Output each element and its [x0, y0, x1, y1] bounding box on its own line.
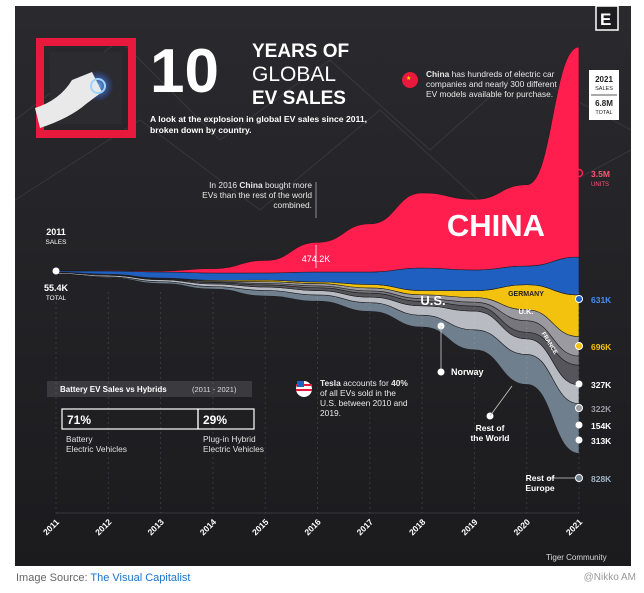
tesla-note-bold-1: Tesla [320, 378, 341, 388]
end-badge-value: 6.8M [595, 99, 613, 108]
phev-share-pct: 29% [203, 413, 227, 427]
note-2016-post: bought more EVs than the rest of the wor… [202, 180, 312, 210]
label-us: U.S. [420, 293, 445, 308]
phev-label-2: Electric Vehicles [203, 444, 264, 454]
bev-label-2: Electric Vehicles [66, 444, 127, 454]
label-germany: GERMANY [508, 291, 544, 298]
end-value-uk: 322K [591, 404, 612, 414]
footer [0, 566, 644, 593]
credit: @Nikko AM [583, 572, 636, 583]
end-values: 3.5M UNITS 631K 696K 327K 322K 154K 313K… [574, 168, 612, 484]
image-source: Image Source: The Visual Capitalist [16, 572, 190, 584]
end-marker-china [574, 168, 584, 178]
stream-layers [55, 46, 580, 454]
start-value: 55.4K [44, 283, 69, 293]
label-row-1: Rest of [476, 423, 505, 433]
note-2016: In 2016 China bought more EVs than the r… [196, 180, 312, 210]
row-leader [489, 385, 513, 417]
brand-logo [595, 5, 619, 31]
tesla-note: Tesla accounts for 40% of all EVs sold i… [320, 378, 412, 418]
red-frame [36, 38, 136, 138]
big-number: 10 [150, 37, 219, 106]
subtitle-box: A look at the explosion in global EV sal… [150, 114, 367, 135]
subtitle: A look at the explosion in global EV sal… [150, 114, 367, 135]
end-badge-value-sub: TOTAL [595, 110, 612, 116]
china-note-text: has hundreds of electric car companies a… [426, 69, 557, 99]
end-marker-roe [575, 474, 583, 482]
end-marker-france [575, 421, 583, 429]
end-value-roe: 828K [591, 474, 612, 484]
tesla-note-bold-2: 40% [391, 378, 408, 388]
end-value-us: 631K [591, 295, 612, 305]
end-value-france: 154K [591, 421, 612, 431]
end-value-china: 3.5M [591, 169, 610, 179]
end-badge-year-sub: SALES [595, 86, 613, 92]
note-2016-box: In 2016 China bought more EVs than the r… [196, 180, 312, 210]
end-marker-row [575, 436, 583, 444]
start-value-sub: TOTAL [46, 295, 67, 302]
end-value-china-sub: UNITS [591, 182, 609, 188]
bev-box-header [47, 381, 252, 397]
bev-box-title: Battery EV Sales vs Hybrids [60, 385, 167, 394]
title-line-3: EV SALES [252, 88, 346, 109]
bev-box-range: (2011 - 2021) [192, 385, 237, 394]
end-badge-year: 2021 [595, 75, 613, 84]
title-line-1: YEARS OF [252, 41, 349, 62]
brand-logo-letter: E [600, 10, 611, 29]
end-marker-uk [575, 404, 583, 412]
note-2016-bold: China [239, 180, 263, 190]
end-marker-norway [575, 380, 583, 388]
end-marker-us [575, 295, 583, 303]
norway-dot [437, 368, 445, 376]
us-flag-stripe-2 [296, 389, 312, 391]
watermark: Tiger Community [546, 553, 607, 562]
bev-label-1: Battery [66, 434, 93, 444]
tesla-note-text-1: accounts for [340, 378, 389, 388]
charger-ring-icon [90, 78, 106, 94]
tesla-note-text-2: of all EVs sold in the U.S. between 2010… [320, 388, 408, 418]
label-norway: Norway [451, 367, 484, 377]
end-value-norway: 327K [591, 380, 612, 390]
phev-label-1: Plug-in Hybrid [203, 434, 256, 444]
china-2016-value: 474.2K [302, 254, 331, 264]
china-flag-icon [402, 72, 418, 88]
tesla-note-box: Tesla accounts for 40% of all EVs sold i… [320, 378, 412, 418]
phev-share-box [197, 408, 255, 430]
end-value-row: 313K [591, 436, 612, 446]
label-roe-1: Rest of [526, 473, 555, 483]
end-marker-germany [575, 342, 583, 350]
start-point [52, 267, 60, 275]
label-uk: U.K. [519, 307, 534, 316]
image-source-link[interactable]: The Visual Capitalist [90, 572, 191, 584]
charger-plug-icon [35, 72, 102, 128]
end-value-germany: 696K [591, 342, 612, 352]
bev-share-pct: 71% [67, 413, 91, 427]
label-row-2: the World [470, 433, 509, 443]
stream-china [55, 46, 580, 274]
image-source-label: Image Source: [16, 572, 91, 584]
label-china: CHINA [447, 208, 545, 243]
note-2016-pre: In 2016 [209, 180, 240, 190]
china-flag-star-icon: ★ [406, 75, 411, 82]
china-note: China has hundreds of electric car compa… [426, 69, 560, 99]
title-line-2: GLOBAL [252, 63, 336, 86]
china-note-box: China has hundreds of electric car compa… [426, 69, 560, 99]
china-note-bold: China [426, 69, 450, 79]
label-roe-2: Europe [525, 483, 555, 493]
us-flag-canton [297, 381, 304, 387]
charger-logo [35, 38, 136, 138]
start-year: 2011 [46, 227, 66, 237]
start-year-sub: SALES [46, 239, 68, 246]
